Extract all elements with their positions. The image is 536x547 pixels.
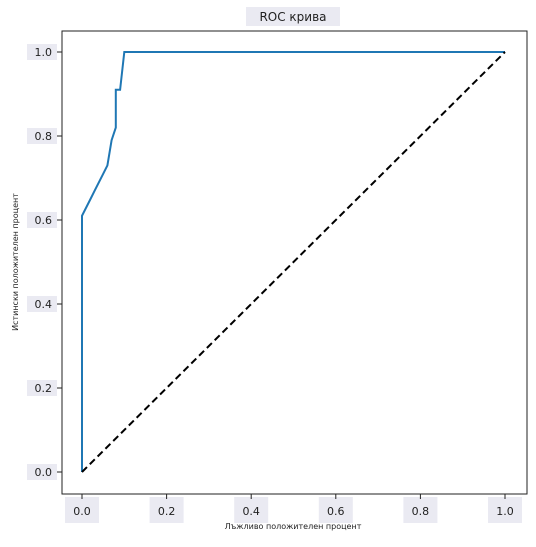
roc-curve-line: [81, 51, 505, 472]
y-tick-label-bg: [27, 380, 57, 396]
x-tick-label-bg: [234, 497, 269, 523]
series-layer: [81, 51, 506, 473]
x-tick-label: 0.0: [73, 505, 91, 518]
x-tick-label: 0.2: [158, 505, 176, 518]
x-tick-label: 1.0: [496, 505, 514, 518]
x-tick-label: 0.6: [327, 505, 345, 518]
x-axis-ticks: 0.0 0.2 0.4 0.6 0.8 1.0: [65, 494, 522, 523]
y-axis-label: Истински положителен процент: [11, 193, 20, 331]
x-tick-label: 0.4: [242, 505, 260, 518]
y-axis-ticks: 0.0 0.2 0.4 0.6 0.8 1.0: [27, 44, 62, 480]
x-tick-label-bg: [65, 497, 99, 523]
chart-title: ROC крива: [259, 10, 326, 24]
x-tick-label-bg: [149, 497, 184, 523]
chart-title-bg: [246, 7, 340, 26]
y-tick-label-bg: [27, 128, 57, 144]
y-tick-label: 0.4: [35, 298, 53, 311]
x-tick-label-bg: [318, 497, 353, 523]
x-axis-label: Лъжливо положителен процент: [225, 522, 362, 531]
y-tick-label-bg: [27, 464, 57, 480]
y-tick-label-bg: [27, 212, 57, 228]
y-tick-label: 0.0: [35, 466, 53, 479]
chance-diagonal-line: [81, 51, 506, 473]
y-tick-label: 0.8: [35, 130, 53, 143]
y-tick-label: 0.6: [35, 214, 53, 227]
y-tick-label: 0.2: [35, 382, 53, 395]
x-tick-label-bg: [403, 497, 438, 523]
y-tick-label-bg: [27, 296, 57, 312]
x-tick-label: 0.8: [412, 505, 430, 518]
x-tick-label-bg: [488, 497, 522, 523]
y-tick-label: 1.0: [35, 46, 53, 59]
y-tick-label-bg: [27, 44, 57, 60]
